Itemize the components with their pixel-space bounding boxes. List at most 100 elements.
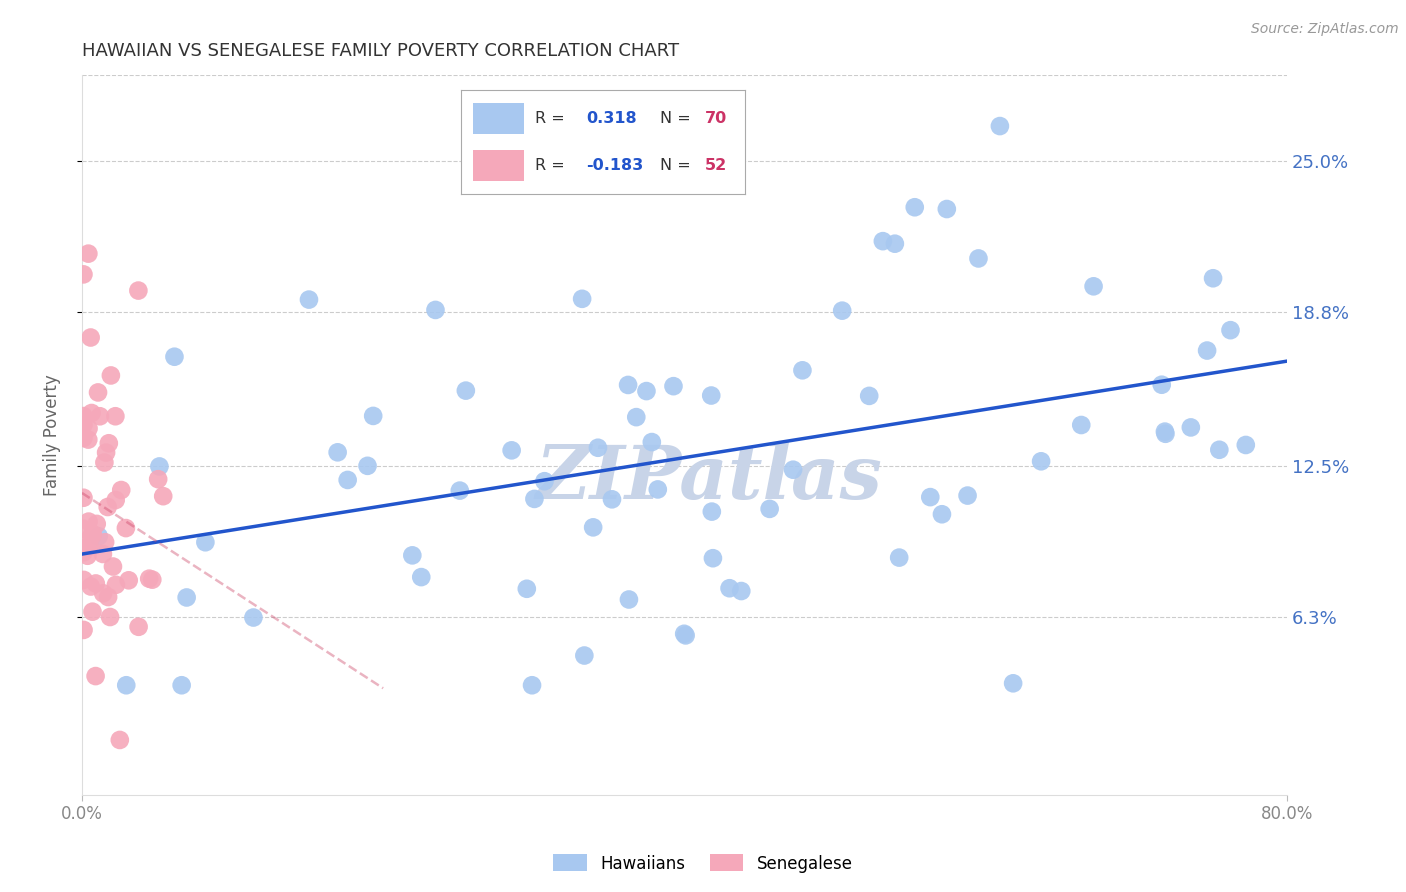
Hawaiians <box>87 529 110 543</box>
Legend: Hawaiians, Senegalese: Hawaiians, Senegalese <box>547 847 859 880</box>
Text: HAWAIIAN VS SENEGALESE FAMILY POVERTY CORRELATION CHART: HAWAIIAN VS SENEGALESE FAMILY POVERTY CO… <box>82 42 679 60</box>
Hawaiians <box>700 505 723 519</box>
Hawaiians <box>758 501 780 516</box>
Hawaiians <box>170 678 193 692</box>
Hawaiians <box>1070 417 1092 432</box>
Senegalese <box>128 620 150 634</box>
Hawaiians <box>792 363 814 377</box>
Senegalese <box>77 246 100 260</box>
Senegalese <box>91 547 114 561</box>
Hawaiians <box>1029 454 1052 468</box>
Senegalese <box>98 610 121 624</box>
Senegalese <box>72 623 94 637</box>
Senegalese <box>118 574 141 588</box>
Hawaiians <box>673 627 696 641</box>
Senegalese <box>72 268 94 282</box>
Hawaiians <box>904 200 927 214</box>
Hawaiians <box>889 550 911 565</box>
Hawaiians <box>935 202 957 216</box>
Hawaiians <box>662 379 685 393</box>
Hawaiians <box>501 443 523 458</box>
Hawaiians <box>1150 377 1173 392</box>
Hawaiians <box>626 410 648 425</box>
Hawaiians <box>115 678 138 692</box>
Senegalese <box>146 472 169 486</box>
Hawaiians <box>574 648 596 663</box>
Hawaiians <box>449 483 471 498</box>
Senegalese <box>72 491 94 505</box>
Hawaiians <box>956 489 979 503</box>
Hawaiians <box>675 628 697 642</box>
Senegalese <box>87 385 110 400</box>
Hawaiians <box>831 303 853 318</box>
Senegalese <box>72 409 94 423</box>
Senegalese <box>82 527 104 541</box>
Senegalese <box>72 431 94 445</box>
Senegalese <box>80 528 103 542</box>
Senegalese <box>82 605 104 619</box>
Hawaiians <box>1154 425 1177 439</box>
Hawaiians <box>356 458 378 473</box>
Hawaiians <box>1197 343 1219 358</box>
Senegalese <box>91 586 114 600</box>
Senegalese <box>80 406 103 420</box>
Senegalese <box>84 576 107 591</box>
Senegalese <box>101 559 124 574</box>
Hawaiians <box>361 409 384 423</box>
Hawaiians <box>617 592 640 607</box>
Hawaiians <box>1180 420 1202 434</box>
Hawaiians <box>1219 323 1241 337</box>
Senegalese <box>110 483 132 497</box>
Senegalese <box>94 445 117 459</box>
Senegalese <box>108 733 131 747</box>
Senegalese <box>152 489 174 503</box>
Senegalese <box>100 368 122 383</box>
Senegalese <box>79 532 101 546</box>
Senegalese <box>73 573 96 587</box>
Hawaiians <box>920 490 942 504</box>
Hawaiians <box>967 252 990 266</box>
Senegalese <box>104 493 127 508</box>
Senegalese <box>104 409 127 424</box>
Senegalese <box>84 669 107 683</box>
Hawaiians <box>636 384 658 398</box>
Hawaiians <box>176 591 198 605</box>
Hawaiians <box>617 378 640 392</box>
Senegalese <box>93 455 115 469</box>
Senegalese <box>72 522 94 536</box>
Hawaiians <box>148 459 170 474</box>
Senegalese <box>79 330 101 344</box>
Hawaiians <box>702 551 724 566</box>
Senegalese <box>86 516 108 531</box>
Hawaiians <box>401 549 423 563</box>
Hawaiians <box>988 119 1011 133</box>
Hawaiians <box>163 350 186 364</box>
Y-axis label: Family Poverty: Family Poverty <box>44 375 60 496</box>
Text: ZIPatlas: ZIPatlas <box>536 442 882 515</box>
Hawaiians <box>242 610 264 624</box>
Hawaiians <box>516 582 538 596</box>
Hawaiians <box>730 584 752 599</box>
Senegalese <box>115 521 138 535</box>
Hawaiians <box>586 441 609 455</box>
Senegalese <box>72 545 94 559</box>
Hawaiians <box>411 570 433 584</box>
Senegalese <box>94 535 117 549</box>
Senegalese <box>77 421 100 435</box>
Hawaiians <box>1202 271 1225 285</box>
Senegalese <box>104 578 127 592</box>
Senegalese <box>80 580 103 594</box>
Senegalese <box>97 436 120 450</box>
Hawaiians <box>872 234 894 248</box>
Hawaiians <box>425 302 447 317</box>
Hawaiians <box>336 473 359 487</box>
Hawaiians <box>600 492 623 507</box>
Text: Source: ZipAtlas.com: Source: ZipAtlas.com <box>1251 22 1399 37</box>
Senegalese <box>77 433 100 447</box>
Hawaiians <box>858 389 880 403</box>
Hawaiians <box>647 483 669 497</box>
Hawaiians <box>520 678 543 692</box>
Senegalese <box>76 549 98 563</box>
Hawaiians <box>571 292 593 306</box>
Hawaiians <box>700 388 723 402</box>
